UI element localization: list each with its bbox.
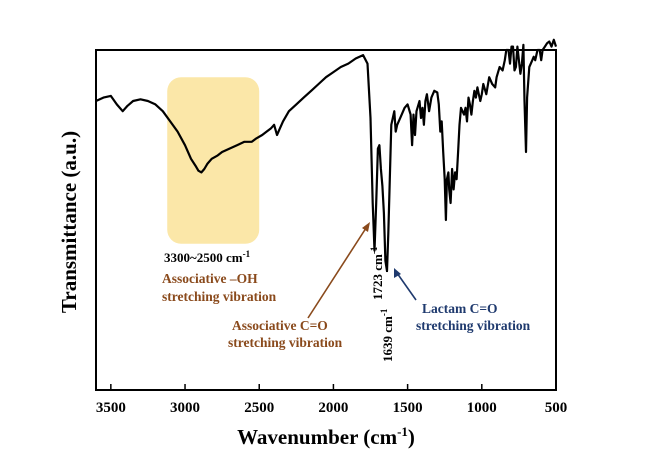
x-tick-label-3000: 3000: [170, 400, 200, 416]
y-axis-title: Transmittance (a.u.): [57, 131, 81, 313]
x-axis-ticks: 3500 3000 2500 2000 1500 1000 500: [96, 384, 567, 416]
plot-frame: [95, 49, 557, 391]
associative-co-line1: Associative C=O: [232, 318, 328, 333]
lactam-co-line2: stretching vibration: [416, 318, 531, 333]
lactam-co-arrowhead: [394, 268, 401, 278]
x-tick-label-1500: 1500: [393, 400, 423, 416]
associative-co-arrowhead: [362, 222, 370, 232]
oh-annotation-line2: stretching vibration: [162, 289, 277, 304]
lactam-co-arrow: [396, 272, 417, 301]
lactam-co-line1: Lactam C=O: [422, 301, 498, 316]
x-tick-label-2500: 2500: [244, 400, 274, 416]
oh-range-label: 3300~2500 cm-1: [164, 249, 251, 265]
x-tick-label-500: 500: [545, 400, 568, 416]
x-tick-label-2000: 2000: [318, 400, 348, 416]
spectrum-line: [95, 38, 558, 273]
x-axis-title: Wavenumber (cm-1): [237, 424, 415, 449]
peak-1723-label: 1723 cm-1: [369, 246, 385, 300]
associative-co-arrow: [307, 224, 369, 319]
oh-annotation-line1: Associative –OH: [162, 271, 258, 286]
highlight-region: [167, 77, 260, 244]
x-tick-label-1000: 1000: [467, 400, 497, 416]
peak-1639-label: 1639 cm-1: [379, 308, 395, 362]
associative-co-line2: stretching vibration: [228, 335, 343, 350]
x-tick-label-3500: 3500: [96, 400, 126, 416]
